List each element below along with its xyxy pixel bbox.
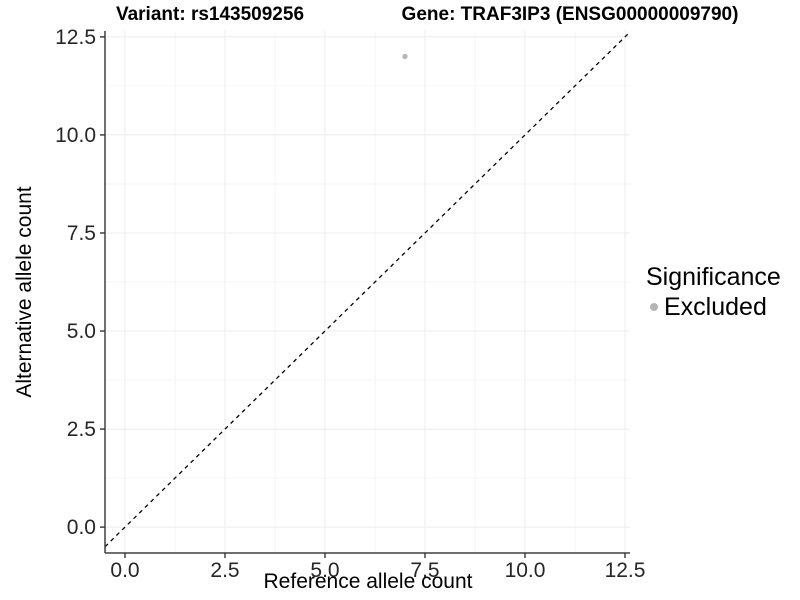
- plot-title-variant: Variant: rs143509256: [115, 4, 305, 25]
- x-axis-title: Reference allele count: [263, 570, 473, 593]
- identity-line: [104, 31, 631, 548]
- x-tick-label: 0.0: [110, 559, 139, 582]
- plot-title-gene: Gene: TRAF3IP3 (ENSG00000009790): [401, 4, 739, 25]
- y-axis-title: Alternative allele count: [13, 186, 36, 398]
- excluded-point-icon: [650, 303, 658, 311]
- x-tick-label: 2.5: [210, 559, 239, 582]
- plot-panel-background: [105, 31, 630, 553]
- y-tick-label: 2.5: [67, 418, 96, 441]
- y-tick-label: 5.0: [67, 320, 96, 343]
- x-tick-label: 12.5: [605, 559, 646, 582]
- x-tick-label: 10.0: [505, 559, 546, 582]
- y-tick-label: 12.5: [55, 26, 96, 49]
- y-tick-label: 7.5: [67, 222, 96, 245]
- data-point: [402, 53, 408, 60]
- legend-item-excluded: Excluded: [646, 293, 781, 321]
- x-tick-label: 5.0: [310, 559, 339, 582]
- legend: Significance Excluded: [646, 263, 781, 321]
- legend-title: Significance: [646, 263, 781, 291]
- legend-item-label: Excluded: [664, 293, 767, 321]
- x-tick-label: 7.5: [410, 559, 439, 582]
- y-tick-label: 0.0: [67, 516, 96, 539]
- y-tick-label: 10.0: [55, 124, 96, 147]
